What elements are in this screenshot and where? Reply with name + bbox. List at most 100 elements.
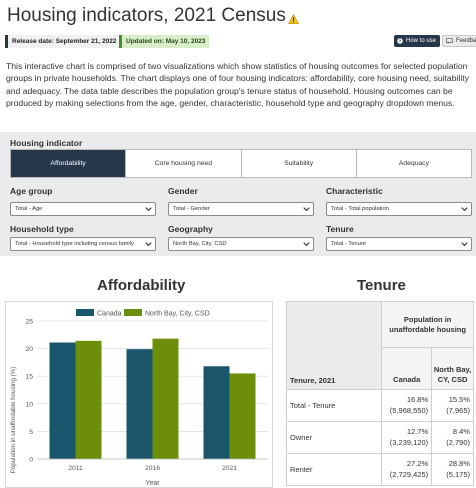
bar-local-2021: [229, 373, 256, 459]
cell-pct: 28.8%: [448, 459, 470, 468]
how-to-use-label: How to use: [406, 38, 437, 44]
bar-local-2016: [152, 338, 179, 459]
controls-panel: Housing indicator Affordability Core hou…: [0, 132, 476, 256]
tab-affordability[interactable]: Affordability: [11, 150, 127, 177]
row-label: Renter: [286, 453, 383, 486]
age-group-label: Age group: [10, 186, 53, 196]
bar-chart-svg: Canada North Bay, City, CSD 0 5 10 15 20 25 2011…: [10, 309, 268, 487]
legend-swatch: [124, 309, 142, 316]
y-tick-label: 5: [29, 429, 33, 436]
bar-canada-2021: [203, 366, 230, 459]
row-label: Total - Tenure: [286, 389, 383, 422]
age-group-select[interactable]: Total - Age: [10, 202, 156, 216]
warning-icon: [287, 13, 299, 24]
tab-adequacy[interactable]: Adequacy: [398, 160, 429, 167]
table-row: Renter 27.2% (2,729,425) 28.8% (5,175): [286, 453, 474, 486]
characteristic-value: Total - Total population: [331, 206, 389, 212]
cell-pct: 12.7%: [406, 427, 429, 436]
cell-pct: 27.2%: [406, 459, 429, 468]
cell-pct: 16.8%: [406, 395, 429, 404]
column-header-canada: Canada: [381, 347, 433, 390]
household-type-value: Total - Household type including census …: [15, 241, 134, 247]
chevron-down-icon: [461, 207, 468, 212]
x-tick-label: 2021: [222, 465, 237, 472]
y-tick-label: 25: [25, 319, 33, 326]
characteristic-select[interactable]: Total - Total population: [326, 202, 472, 216]
cell-local: 28.8% (5,175): [431, 453, 474, 486]
legend-label: North Bay, City, CSD: [145, 311, 210, 318]
release-date-badge: Release date: September 21, 2022: [5, 35, 121, 48]
chevron-down-icon: [145, 242, 152, 247]
table-corner-header: Tenure, 2021: [286, 301, 383, 390]
updated-date-badge: Updated on: May 10, 2023: [119, 35, 210, 48]
svg-text:?: ?: [399, 39, 402, 44]
y-axis-title: Population in unaffordable housing (%): [10, 367, 17, 474]
gender-label: Gender: [168, 186, 198, 196]
how-to-use-button[interactable]: ? How to use: [394, 35, 441, 47]
question-icon: ?: [397, 38, 403, 44]
tab-suitability[interactable]: Suitability: [242, 150, 357, 177]
geography-select[interactable]: North Bay, City, CSD: [168, 237, 314, 251]
table-group-header: Population in unaffordable housing: [381, 301, 474, 348]
bar-local-2011: [75, 340, 102, 459]
characteristic-label: Characteristic: [326, 186, 383, 196]
row-label: Owner: [286, 421, 383, 454]
feedback-label: Feedback: [456, 38, 476, 44]
meta-bar: Release date: September 21, 2022 Updated…: [5, 35, 476, 48]
column-header-local: North Bay, CY, CSD: [431, 347, 474, 390]
chevron-down-icon: [145, 207, 152, 212]
cell-count: (5,175): [446, 469, 470, 479]
cell-count: (5,968,550): [389, 405, 429, 415]
table-row: Owner 12.7% (3,239,120) 8.4% (2,790): [286, 421, 474, 454]
household-type-select[interactable]: Total - Household type including census …: [10, 237, 156, 251]
tenure-label: Tenure: [326, 224, 354, 234]
intro-paragraph: This interactive chart is comprised of t…: [6, 61, 469, 109]
age-group-value: Total - Age: [15, 206, 43, 212]
gender-select[interactable]: Total - Gender: [168, 202, 314, 216]
y-tick-label: 20: [25, 346, 33, 353]
gender-value: Total - Gender: [173, 206, 210, 212]
comment-icon: [446, 38, 453, 44]
cell-count: (7,965): [446, 405, 470, 415]
page-header: Housing indicators, 2021 Census: [7, 5, 299, 27]
tab-core-housing-need[interactable]: Core housing need: [126, 150, 242, 177]
chevron-down-icon: [461, 242, 468, 247]
legend-label: Canada: [97, 311, 122, 318]
legend-swatch: [76, 309, 94, 316]
cell-local: 15.5% (7,965): [431, 389, 474, 422]
cell-canada: 12.7% (3,239,120): [381, 421, 433, 454]
cell-count: (2,729,425): [389, 469, 429, 479]
table-row: Total - Tenure 16.8% (5,968,550) 15.5% (7,…: [286, 389, 474, 422]
x-axis-title: Year: [145, 480, 160, 487]
cell-count: (3,239,120): [389, 437, 429, 447]
indicator-label: Housing indicator: [10, 138, 83, 148]
tenure-table: Tenure, 2021 Population in unaffordable …: [286, 301, 474, 486]
y-tick-label: 15: [25, 374, 33, 381]
y-tick-label: 10: [25, 401, 33, 408]
cell-count: (2,790): [446, 437, 470, 447]
chevron-down-icon: [303, 207, 310, 212]
page-title: Housing indicators, 2021 Census: [7, 5, 286, 26]
cell-local: 8.4% (2,790): [431, 421, 474, 454]
bar-canada-2016: [126, 349, 153, 459]
y-tick-label: 0: [29, 457, 33, 464]
feedback-button[interactable]: Feedback: [442, 35, 476, 47]
chevron-down-icon: [303, 242, 310, 247]
bar-canada-2011: [49, 342, 76, 459]
cell-canada: 27.2% (2,729,425): [381, 453, 433, 486]
household-type-label: Household type: [10, 224, 74, 234]
table-title: Tenure: [357, 277, 406, 294]
chart-title: Affordability: [97, 277, 186, 294]
geography-value: North Bay, City, CSD: [173, 241, 227, 247]
tenure-select[interactable]: Total - Tenure: [326, 237, 472, 251]
x-tick-label: 2016: [145, 465, 160, 472]
geography-label: Geography: [168, 224, 213, 234]
tenure-table-wrapper: Tenure, 2021 Population in unaffordable …: [286, 301, 474, 488]
tenure-value: Total - Tenure: [331, 241, 367, 247]
affordability-chart: Canada North Bay, City, CSD 0 5 10 15 20 25 2011…: [5, 301, 273, 488]
cell-canada: 16.8% (5,968,550): [381, 389, 433, 422]
indicator-tabs: Affordability Core housing need Suitabil…: [10, 149, 472, 178]
cell-pct: 15.5%: [448, 395, 470, 404]
x-tick-label: 2011: [68, 465, 83, 472]
cell-pct: 8.4%: [452, 427, 470, 436]
